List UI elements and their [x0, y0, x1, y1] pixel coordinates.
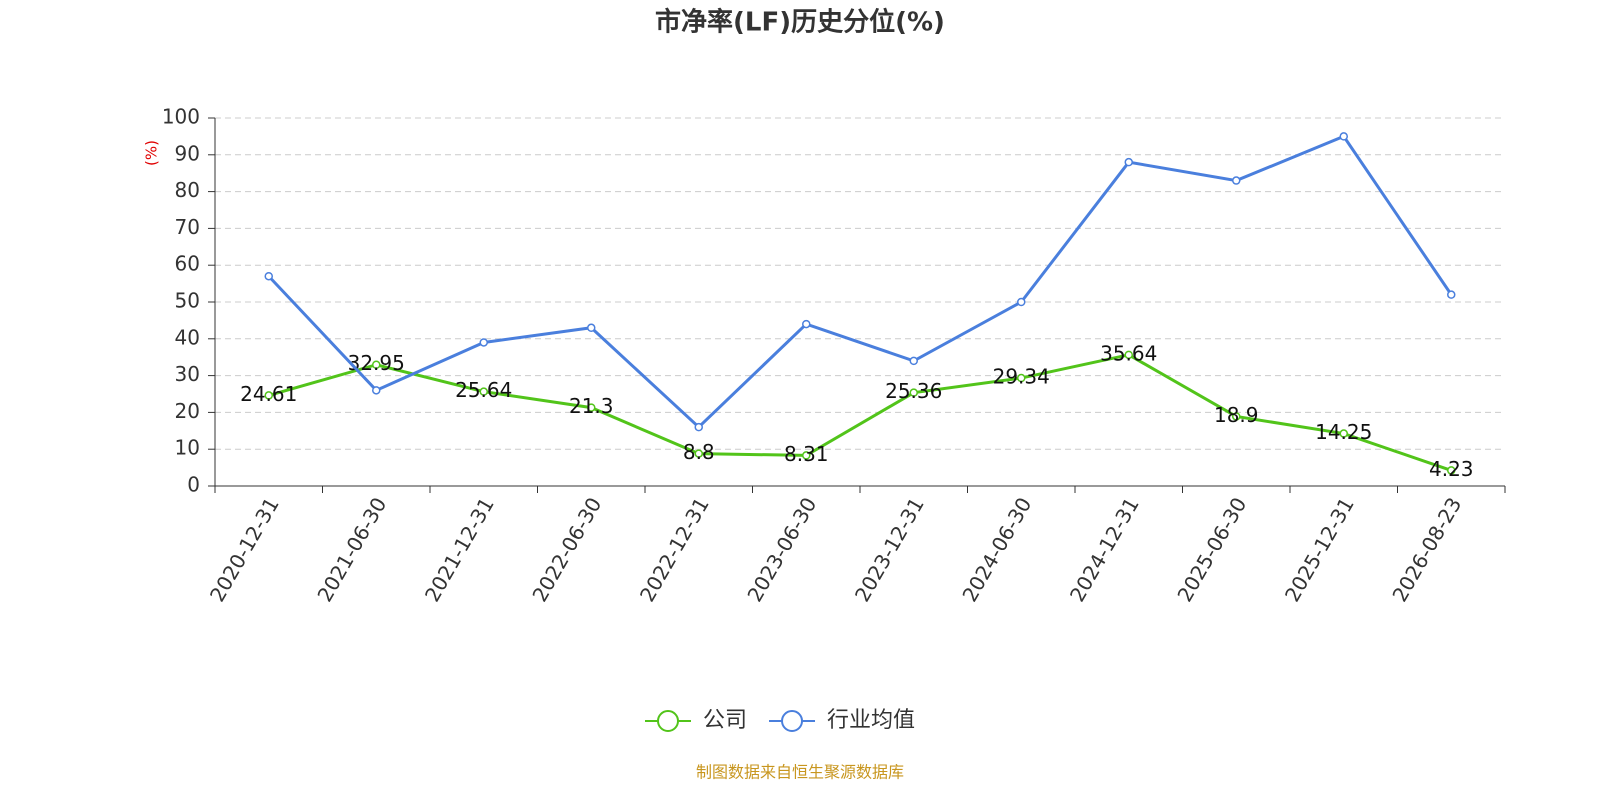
point [909, 388, 918, 397]
legend-marker[interactable] [781, 710, 804, 732]
source-note: 制图数据来自恒生聚源数据库 [696, 763, 904, 782]
point [264, 391, 273, 400]
legend-label[interactable]: 公司 [703, 708, 747, 733]
y-axis-label: (%) [143, 140, 161, 166]
x-tick-label: 2021-12-31 [420, 493, 499, 606]
point [802, 451, 811, 460]
point [1447, 290, 1456, 299]
legend-marker[interactable] [657, 710, 679, 732]
data-label: 25.36 [885, 379, 942, 403]
legend-label[interactable]: 行业均值 [827, 708, 915, 733]
y-tick-label: 50 [175, 289, 200, 313]
y-tick-label: 10 [175, 436, 200, 460]
point [372, 360, 381, 369]
point [1339, 429, 1348, 438]
x-tick-label: 2023-12-31 [850, 493, 929, 606]
point [372, 386, 381, 395]
point [694, 422, 703, 432]
y-tick-label: 70 [175, 215, 200, 239]
y-tick-label: 100 [162, 105, 200, 129]
data-label: 14.25 [1315, 420, 1372, 444]
y-tick-label: 80 [175, 178, 200, 202]
point [1339, 132, 1348, 141]
data-label: 24.61 [240, 382, 297, 406]
data-label: 18.9 [1214, 403, 1259, 427]
point [1124, 350, 1133, 360]
point [587, 323, 596, 333]
x-tick-label: 2025-12-31 [1280, 493, 1359, 606]
point [1232, 176, 1241, 185]
point [1124, 157, 1133, 167]
series-line [268, 353, 1452, 472]
data-label: 35.64 [1100, 341, 1157, 365]
point [802, 319, 811, 329]
y-tick-label: 0 [187, 473, 200, 497]
point [479, 387, 488, 396]
point [1017, 373, 1026, 383]
y-tick-label: 60 [175, 252, 200, 276]
data-label: 25.64 [455, 378, 512, 402]
x-tick-label: 2024-12-31 [1065, 493, 1144, 606]
data-label: 29.34 [993, 365, 1050, 389]
point [1232, 412, 1241, 421]
x-tick-label: 2024-06-30 [957, 493, 1036, 606]
point [1447, 466, 1456, 475]
y-tick-label: 40 [175, 325, 200, 349]
x-tick-label: 2026-08-23 [1387, 493, 1466, 606]
point [909, 356, 918, 366]
y-tick-label: 30 [175, 362, 200, 386]
chart-title: 市净率(LF)历史分位(%) [655, 7, 945, 38]
y-tick-label: 90 [175, 141, 200, 165]
series-line [267, 134, 1453, 430]
x-tick-label: 2020-12-31 [205, 493, 284, 606]
y-tick-label: 20 [175, 399, 200, 423]
x-tick-label: 2021-06-30 [312, 493, 391, 606]
x-tick-label: 2023-06-30 [742, 493, 821, 606]
data-label: 4.23 [1429, 457, 1474, 481]
x-tick-label: 2022-06-30 [527, 493, 606, 606]
point [479, 338, 488, 347]
data-label: 8.8 [683, 440, 715, 464]
data-label: 32.95 [348, 351, 405, 375]
point [1017, 297, 1026, 307]
data-label: 8.31 [784, 442, 829, 466]
data-label: 21.3 [569, 394, 614, 418]
point [694, 449, 703, 458]
point [587, 403, 596, 412]
x-tick-label: 2025-06-30 [1172, 493, 1251, 606]
point [264, 271, 273, 281]
x-tick-label: 2022-12-31 [635, 493, 714, 606]
